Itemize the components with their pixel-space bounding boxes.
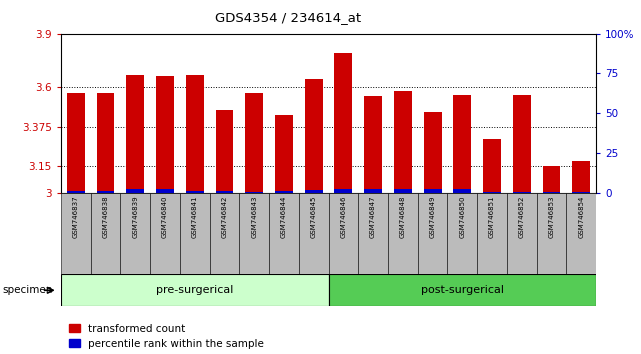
- Bar: [246, 93, 263, 193]
- Bar: [513, 192, 531, 193]
- Bar: [335, 189, 353, 193]
- Bar: [572, 192, 590, 193]
- Bar: [572, 161, 590, 193]
- Bar: [358, 193, 388, 274]
- Bar: [126, 75, 144, 193]
- Text: GDS4354 / 234614_at: GDS4354 / 234614_at: [215, 11, 362, 24]
- Bar: [304, 79, 322, 193]
- Text: GSM746852: GSM746852: [519, 195, 525, 238]
- Text: GSM746839: GSM746839: [132, 195, 138, 238]
- Text: GSM746837: GSM746837: [73, 195, 79, 238]
- Bar: [394, 91, 412, 193]
- Bar: [61, 274, 328, 306]
- Bar: [97, 93, 115, 193]
- Bar: [215, 110, 233, 193]
- Bar: [126, 189, 144, 193]
- Text: GSM746842: GSM746842: [221, 195, 228, 238]
- Bar: [269, 193, 299, 274]
- Bar: [335, 53, 353, 193]
- Bar: [447, 193, 477, 274]
- Text: GSM746838: GSM746838: [103, 195, 108, 238]
- Bar: [150, 193, 180, 274]
- Bar: [424, 189, 442, 193]
- Text: specimen: specimen: [2, 285, 53, 295]
- Text: GSM746848: GSM746848: [400, 195, 406, 238]
- Text: GSM746844: GSM746844: [281, 195, 287, 238]
- Text: GSM746843: GSM746843: [251, 195, 257, 238]
- Bar: [186, 75, 204, 193]
- Bar: [275, 115, 293, 193]
- Bar: [156, 189, 174, 193]
- Text: GSM746849: GSM746849: [429, 195, 436, 238]
- Bar: [364, 189, 382, 193]
- Text: GSM746853: GSM746853: [549, 195, 554, 238]
- Text: post-surgerical: post-surgerical: [421, 285, 504, 295]
- Bar: [513, 95, 531, 193]
- Bar: [304, 190, 322, 193]
- Bar: [215, 191, 233, 193]
- Bar: [364, 97, 382, 193]
- Bar: [328, 193, 358, 274]
- Text: GSM746850: GSM746850: [460, 195, 465, 238]
- Bar: [453, 95, 471, 193]
- Bar: [477, 193, 507, 274]
- Bar: [537, 193, 567, 274]
- Bar: [61, 193, 90, 274]
- Bar: [483, 139, 501, 193]
- Legend: transformed count, percentile rank within the sample: transformed count, percentile rank withi…: [69, 324, 264, 349]
- Bar: [567, 193, 596, 274]
- Bar: [67, 93, 85, 193]
- Bar: [186, 191, 204, 193]
- Bar: [67, 191, 85, 193]
- Bar: [542, 192, 560, 193]
- Text: GSM746840: GSM746840: [162, 195, 168, 238]
- Bar: [328, 274, 596, 306]
- Text: pre-surgerical: pre-surgerical: [156, 285, 233, 295]
- Text: GSM746847: GSM746847: [370, 195, 376, 238]
- Text: GSM746851: GSM746851: [489, 195, 495, 238]
- Bar: [180, 193, 210, 274]
- Bar: [483, 192, 501, 193]
- Bar: [394, 189, 412, 193]
- Bar: [210, 193, 239, 274]
- Text: GSM746845: GSM746845: [311, 195, 317, 238]
- Bar: [424, 112, 442, 193]
- Bar: [299, 193, 328, 274]
- Bar: [418, 193, 447, 274]
- Bar: [542, 166, 560, 193]
- Bar: [453, 189, 471, 193]
- Text: GSM746854: GSM746854: [578, 195, 584, 238]
- Bar: [246, 192, 263, 193]
- Text: GSM746846: GSM746846: [340, 195, 346, 238]
- Bar: [388, 193, 418, 274]
- Bar: [97, 191, 115, 193]
- Bar: [90, 193, 121, 274]
- Bar: [156, 76, 174, 193]
- Text: GSM746841: GSM746841: [192, 195, 197, 238]
- Bar: [275, 191, 293, 193]
- Bar: [507, 193, 537, 274]
- Bar: [121, 193, 150, 274]
- Bar: [239, 193, 269, 274]
